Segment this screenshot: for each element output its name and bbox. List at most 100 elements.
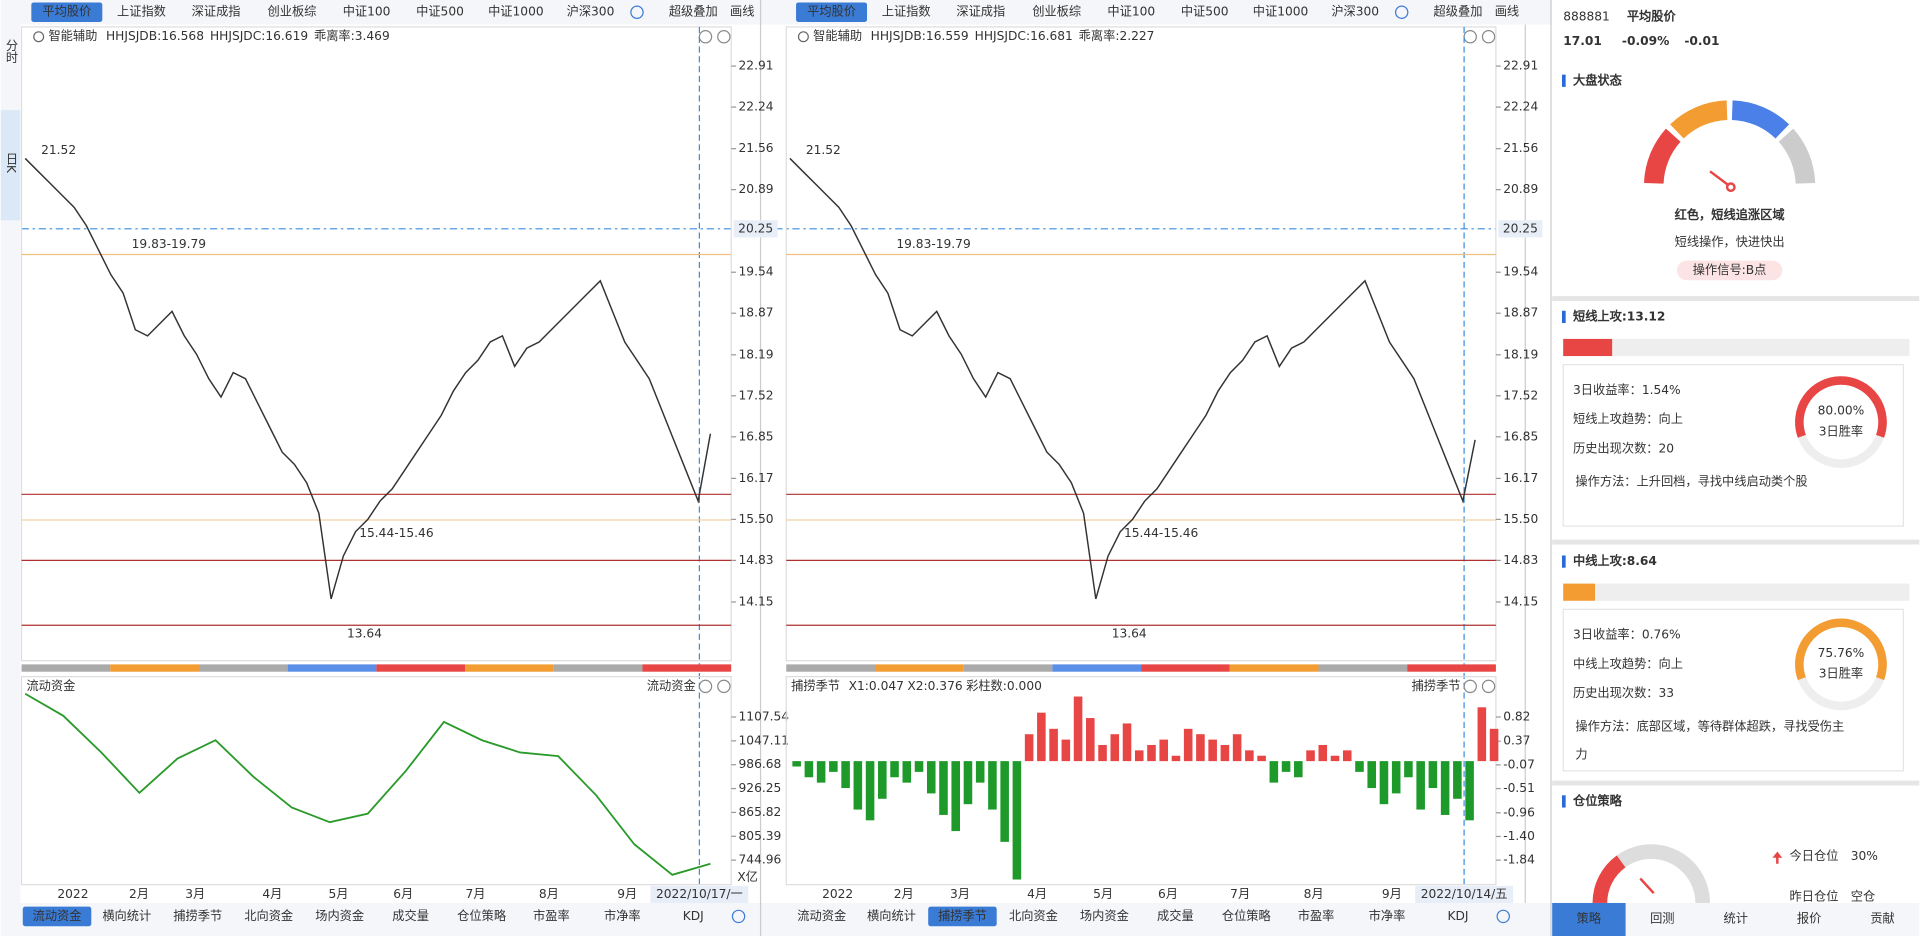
bottom-tab[interactable]: 捕捞季节 bbox=[938, 908, 987, 923]
histogram-bar bbox=[1037, 712, 1046, 762]
histogram-bar bbox=[1220, 744, 1230, 762]
icon[interactable] bbox=[1463, 679, 1477, 694]
crosshair-label: 20.25 bbox=[738, 221, 773, 235]
gauge-hub bbox=[1725, 182, 1736, 193]
bottom-tab[interactable]: 北向资金 bbox=[1009, 908, 1058, 923]
top-tab[interactable]: 深证成指 bbox=[192, 4, 241, 19]
bottom-tab[interactable]: KDJ bbox=[683, 909, 704, 923]
bottom-tab[interactable]: 成交量 bbox=[1157, 908, 1194, 923]
panel-tab[interactable]: 回测 bbox=[1650, 911, 1674, 925]
bottom-tab[interactable]: 市净率 bbox=[1369, 908, 1406, 923]
bottom-bar bbox=[0, 902, 1553, 936]
y-tick-label: 15.50 bbox=[739, 512, 774, 526]
bottom-tab[interactable]: 横向统计 bbox=[102, 908, 151, 923]
stock-price: 17.01 bbox=[1563, 34, 1602, 48]
y-tick-label: 865.82 bbox=[739, 805, 782, 819]
bottom-tab[interactable]: 仓位策略 bbox=[457, 908, 507, 923]
top-tab[interactable]: 画线 bbox=[730, 5, 754, 19]
bottom-tab[interactable]: 场内资金 bbox=[315, 908, 364, 923]
bottom-tab[interactable]: 流动资金 bbox=[33, 908, 82, 923]
bottom-tab[interactable]: 市净率 bbox=[604, 908, 641, 923]
section-marker bbox=[1561, 310, 1566, 324]
histogram-bar bbox=[878, 761, 887, 799]
icon[interactable] bbox=[698, 679, 713, 694]
gauge-segment bbox=[1731, 100, 1790, 139]
bottom-tab[interactable]: 北向资金 bbox=[244, 908, 293, 923]
icon[interactable] bbox=[1481, 29, 1496, 44]
side-tab[interactable]: 日K bbox=[4, 153, 18, 174]
top-tab[interactable]: 上证指数 bbox=[117, 4, 166, 19]
progress-bg bbox=[1563, 338, 1910, 357]
tab-active bbox=[928, 906, 997, 927]
y-tick-label: 17.52 bbox=[1503, 388, 1538, 402]
chart-frame bbox=[785, 26, 1497, 662]
icon[interactable] bbox=[797, 31, 809, 43]
signal-strip bbox=[1229, 664, 1319, 672]
side-tab[interactable]: 分时 bbox=[4, 39, 18, 64]
bottom-tab[interactable]: 流动资金 bbox=[797, 908, 846, 923]
top-tab[interactable]: 平均股价 bbox=[42, 5, 91, 19]
histogram-bar bbox=[1477, 707, 1487, 762]
panel-tab[interactable]: 策略 bbox=[1577, 910, 1602, 925]
signal-strip bbox=[376, 664, 466, 672]
icon[interactable] bbox=[1496, 909, 1510, 924]
top-tab[interactable]: 画线 bbox=[1495, 5, 1519, 19]
icon[interactable] bbox=[1481, 679, 1496, 694]
info-method: 操作方法：底部区域，等待群体超跌，寻找受伤主 bbox=[1575, 718, 1844, 733]
top-tab[interactable]: 中证1000 bbox=[1253, 4, 1309, 19]
y-tick-label: 21.56 bbox=[739, 141, 774, 155]
y-tick-label: 19.54 bbox=[1503, 265, 1538, 279]
dropdown-icon[interactable] bbox=[1394, 5, 1409, 19]
top-tab[interactable]: 上证指数 bbox=[882, 4, 931, 19]
top-tab[interactable]: 深证成指 bbox=[956, 4, 1005, 19]
bottom-tab[interactable]: 仓位策略 bbox=[1222, 908, 1272, 923]
indicator-value: HHJSJDC:16.681 bbox=[975, 29, 1073, 43]
bottom-tab[interactable]: 市盈率 bbox=[533, 908, 570, 923]
top-tab[interactable]: 超级叠加 bbox=[669, 4, 718, 19]
position-label: 昨日仓位 bbox=[1790, 888, 1839, 903]
top-tab[interactable]: 沪深300 bbox=[1331, 5, 1379, 19]
histogram-bar bbox=[1465, 761, 1474, 821]
top-tab[interactable]: 创业板综 bbox=[1032, 5, 1081, 19]
panel-tab[interactable]: 贡献 bbox=[1870, 910, 1894, 925]
annotation: 13.64 bbox=[1112, 626, 1147, 640]
histogram-bar bbox=[1232, 734, 1242, 762]
x-tick-label: 3月 bbox=[185, 887, 205, 901]
top-tab[interactable]: 创业板综 bbox=[268, 5, 317, 19]
top-tab[interactable]: 中证500 bbox=[416, 4, 464, 19]
top-tab[interactable]: 平均股价 bbox=[807, 5, 856, 19]
histogram-bar bbox=[1257, 755, 1266, 762]
histogram-bar bbox=[1196, 734, 1205, 762]
top-tab[interactable]: 中证500 bbox=[1181, 4, 1229, 19]
bottom-tab[interactable]: 成交量 bbox=[392, 908, 429, 923]
histogram-bar bbox=[1318, 744, 1328, 762]
x-tick-label: 6月 bbox=[1158, 887, 1178, 901]
icon[interactable] bbox=[731, 909, 746, 924]
indicator-name: 智能辅助 bbox=[48, 28, 97, 43]
bottom-tab[interactable]: KDJ bbox=[1447, 909, 1468, 923]
top-tab[interactable]: 中证100 bbox=[343, 4, 391, 19]
bottom-tab[interactable]: 场内资金 bbox=[1080, 908, 1129, 923]
icon[interactable] bbox=[33, 31, 45, 43]
gauge-needle bbox=[1639, 877, 1655, 895]
bottom-tab[interactable]: 捕捞季节 bbox=[173, 908, 222, 923]
bottom-tab[interactable]: 市盈率 bbox=[1298, 908, 1335, 923]
top-tab[interactable]: 沪深300 bbox=[567, 5, 615, 19]
y-tick-label: 14.15 bbox=[1503, 594, 1538, 608]
lower-value: 彩柱数:0.000 bbox=[966, 678, 1042, 693]
histogram-bar bbox=[1110, 734, 1120, 762]
top-tab[interactable]: 中证100 bbox=[1107, 4, 1155, 19]
icon[interactable] bbox=[717, 29, 731, 44]
icon[interactable] bbox=[717, 679, 731, 694]
stock-name: 平均股价 bbox=[1627, 9, 1677, 24]
y-tick-label: -0.51 bbox=[1503, 781, 1535, 795]
bottom-tab[interactable]: 横向统计 bbox=[867, 908, 916, 923]
lower-frame bbox=[785, 676, 1497, 886]
panel-tab[interactable]: 统计 bbox=[1723, 911, 1747, 925]
panel-tab[interactable]: 报价 bbox=[1797, 910, 1821, 925]
dropdown-icon[interactable] bbox=[630, 5, 644, 19]
top-tab[interactable]: 超级叠加 bbox=[1434, 4, 1483, 19]
histogram-bar bbox=[1098, 744, 1107, 762]
top-tab[interactable]: 中证1000 bbox=[488, 4, 544, 19]
